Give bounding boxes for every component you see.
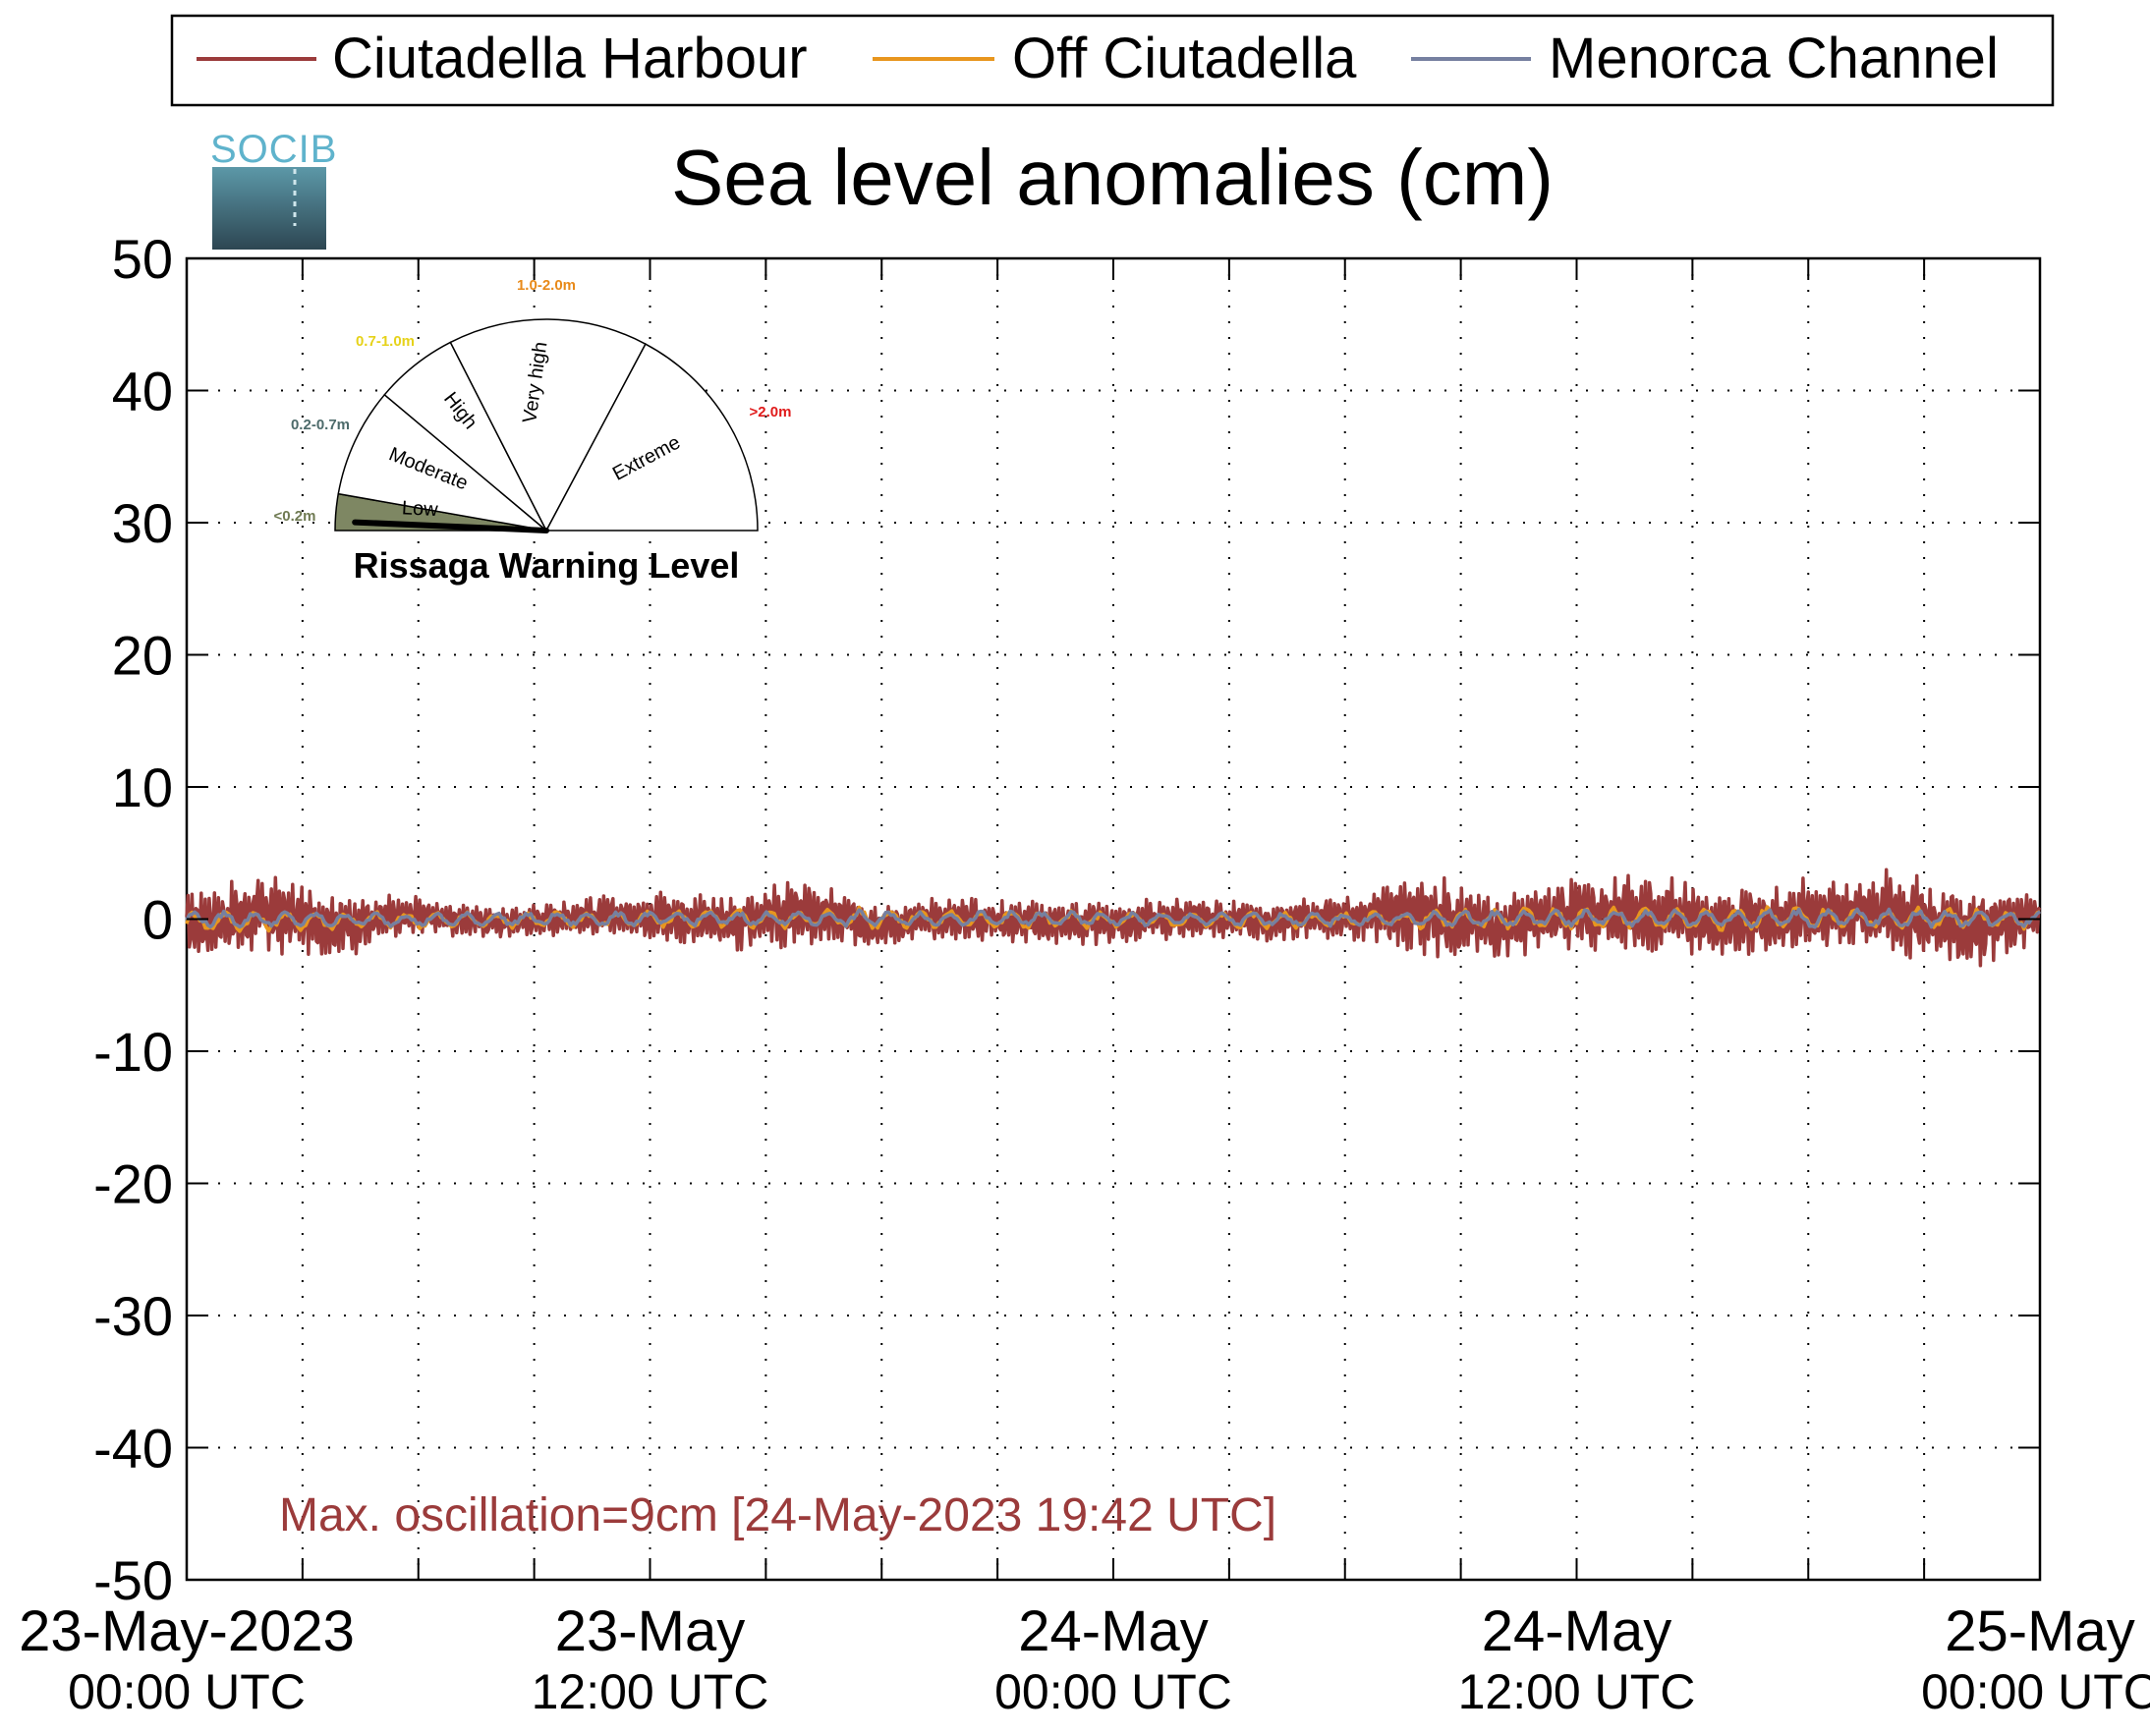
y-tick-label: 20 — [112, 625, 173, 687]
series-line-0 — [185, 868, 2042, 968]
y-tick-label: 0 — [142, 889, 173, 951]
gauge-sector-3 — [449, 318, 647, 532]
legend-entry-1: Off Ciutadella — [873, 27, 1357, 90]
legend: Ciutadella Harbour Off Ciutadella Menorc… — [170, 14, 2055, 107]
legend-entry-2: Menorca Channel — [1411, 27, 1999, 90]
gauge-needle — [352, 519, 549, 533]
socib-logo-block — [212, 167, 326, 250]
gauge-range-label: 1.0-2.0m — [517, 277, 576, 294]
gauge-range-label: >2.0m — [750, 404, 792, 420]
y-tick-label: 30 — [112, 492, 173, 554]
gauge-range-label: <0.2m — [274, 508, 316, 525]
socib-logo: SOCIB — [210, 128, 337, 250]
series-line-2 — [185, 907, 2042, 929]
y-tick-label: -20 — [93, 1153, 173, 1215]
y-tick-label: -40 — [93, 1418, 173, 1480]
chart-title: Sea level anomalies (cm) — [671, 134, 1554, 221]
gauge-sector-label: Low — [401, 497, 438, 521]
legend-frame — [170, 14, 2055, 107]
y-tick-label: -10 — [93, 1021, 173, 1083]
x-tick-label-time: 12:00 UTC — [532, 1664, 769, 1719]
x-tick-label-time: 00:00 UTC — [1921, 1664, 2150, 1719]
x-tick-label-time: 00:00 UTC — [68, 1664, 306, 1719]
x-tick-label-date: 23-May — [555, 1599, 745, 1663]
axis-ticks — [186, 257, 2041, 1581]
gauge-sector-1 — [337, 393, 549, 532]
legend-label-0: Ciutadella Harbour — [332, 27, 808, 90]
y-tick-label: -30 — [93, 1285, 173, 1347]
max-oscillation-annotation: Max. oscillation=9cm [24-May-2023 19:42 … — [279, 1489, 1276, 1541]
y-tick-label: 40 — [112, 361, 173, 422]
y-tick-label: -50 — [93, 1549, 173, 1611]
y-tick-label: 50 — [112, 228, 173, 290]
legend-label-1: Off Ciutadella — [1012, 27, 1357, 90]
x-tick-label-date: 24-May — [1482, 1599, 1671, 1663]
gauge-title: Rissaga Warning Level — [354, 545, 740, 586]
x-tick-label-time: 00:00 UTC — [994, 1664, 1232, 1719]
socib-logo-text: SOCIB — [210, 128, 337, 171]
x-tick-label-date: 24-May — [1018, 1599, 1208, 1663]
y-tick-label: 10 — [112, 756, 173, 818]
legend-label-2: Menorca Channel — [1549, 27, 1999, 90]
gauge-range-label: 0.7-1.0m — [356, 333, 415, 350]
x-tick-label-time: 12:00 UTC — [1458, 1664, 1696, 1719]
x-tick-label-date: 23-May-2023 — [19, 1599, 355, 1663]
gauge-range-label: 0.2-0.7m — [291, 417, 350, 433]
x-tick-label-date: 25-May — [1945, 1599, 2134, 1663]
legend-entry-0: Ciutadella Harbour — [197, 27, 808, 90]
series-layer — [185, 868, 2042, 968]
gauge-sector-4 — [544, 343, 759, 532]
y-axis: 50 40 30 20 10 0 -10 -20 -30 -40 -50 — [93, 228, 173, 1611]
